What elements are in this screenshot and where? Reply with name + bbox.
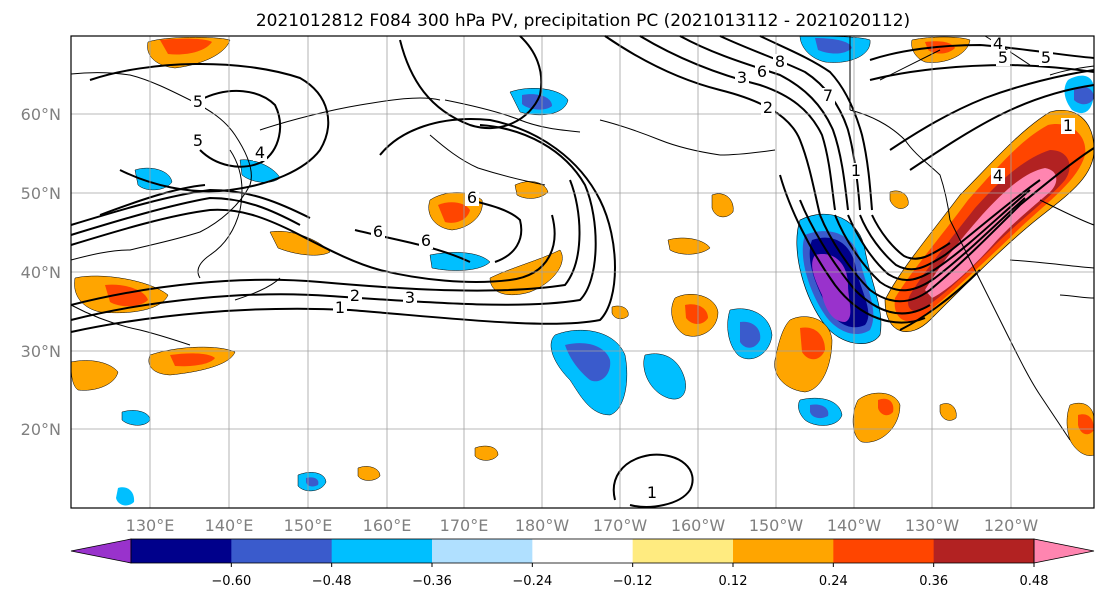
colorbar-tick-label: 0.12	[719, 574, 748, 589]
contour-label-bg	[403, 290, 417, 306]
lon-tick-label: 130°E	[126, 516, 175, 535]
contour-label: 1	[851, 161, 861, 180]
colorbar-tick-label: 0.48	[1020, 574, 1049, 589]
lon-tick-label: 160°W	[671, 516, 726, 535]
contour-label-bg	[191, 133, 205, 149]
map-frame	[70, 35, 1095, 509]
contour-label: 6	[757, 62, 767, 81]
contour-label: 1	[1063, 116, 1073, 135]
colorbar-tick-label: −0.60	[211, 574, 251, 589]
contour-label: 1	[647, 483, 657, 502]
colorbar-swatch	[432, 539, 533, 563]
contour-label-bg	[465, 190, 479, 206]
colorbar-swatch	[833, 539, 935, 563]
colorbar-swatch	[733, 539, 834, 563]
contour-label-bg	[773, 54, 787, 70]
contour-label: 4	[993, 34, 1003, 53]
contour-label-bg	[991, 36, 1005, 52]
colorbar: −0.60 −0.48 −0.36 −0.24 −0.12 0.12 0.24 0.36 0.4…	[70, 538, 1095, 589]
map-title: 2021012812 F084 300 hPa PV, precipitatio…	[256, 11, 910, 31]
colorbar-swatch	[933, 539, 1035, 563]
negative-anomaly-main	[796, 213, 882, 344]
contour-label: 6	[421, 231, 431, 250]
contour-label-bg	[996, 50, 1010, 66]
colorbar-swatch	[131, 539, 232, 563]
lat-tick-label: 40°N	[21, 263, 61, 282]
lon-tick-label: 170°W	[593, 516, 648, 535]
lon-tick-label: 180°W	[515, 516, 570, 535]
contour-label-bg	[348, 288, 362, 304]
contour-label-bg	[333, 300, 347, 316]
contour-label: 5	[193, 131, 203, 150]
contour-label-bg	[419, 233, 433, 249]
contour-label: 5	[1041, 48, 1051, 67]
contour-label-bg	[371, 224, 385, 240]
lon-tick-label: 140°W	[827, 516, 882, 535]
contour-label: 7	[823, 86, 833, 105]
colorbar-extend-high	[1033, 538, 1095, 564]
lat-tick-label: 30°N	[21, 342, 61, 361]
contour-label-bg	[191, 94, 205, 110]
colorbar-swatch	[331, 539, 433, 563]
contour-label: 5	[998, 48, 1008, 67]
lon-tick-label: 150°W	[749, 516, 804, 535]
contour-label: 1	[335, 298, 345, 317]
lon-tick-label: 140°E	[205, 516, 254, 535]
contour-label: 4	[255, 143, 265, 162]
colorbar-frame	[130, 538, 1035, 564]
latitude-labels: 60°N 50°N 40°N 30°N 20°N	[21, 105, 61, 439]
colorbar-swatch	[532, 539, 634, 563]
contour-label: 2	[350, 286, 360, 305]
contour-label: 3	[405, 288, 415, 307]
colorbar-tick-label: 0.36	[919, 574, 948, 589]
contour-label-bg	[1039, 50, 1053, 66]
colorbar-tick-label: −0.36	[412, 574, 452, 589]
contour-label: 8	[775, 52, 785, 71]
lon-tick-label: 160°E	[363, 516, 412, 535]
contour-label: 6	[467, 188, 477, 207]
contour-label-bg	[821, 88, 835, 104]
contour-label-bg	[991, 168, 1005, 184]
lat-tick-label: 60°N	[21, 105, 61, 124]
contour-label-bg	[253, 145, 267, 161]
contour-label-bg	[735, 70, 749, 86]
colorbar-swatch	[632, 539, 734, 563]
contour-label-bg	[849, 163, 863, 179]
longitude-labels: 130°E 140°E 150°E 160°E 170°E 180°W 170°W 160°W…	[126, 516, 1039, 535]
colorbar-swatch	[231, 539, 333, 563]
colorbar-tick-label: −0.12	[613, 574, 653, 589]
contour-label: 3	[737, 68, 747, 87]
contour-label-bg	[755, 64, 769, 80]
contour-label: 6	[373, 222, 383, 241]
lat-tick-label: 20°N	[21, 420, 61, 439]
lon-tick-label: 170°E	[440, 516, 489, 535]
contour-label: 4	[993, 166, 1003, 185]
lon-tick-label: 120°W	[984, 516, 1039, 535]
contour-label-bg	[1061, 118, 1075, 134]
colorbar-tick-label: −0.24	[512, 574, 552, 589]
contour-label-bg	[645, 485, 659, 501]
lon-tick-label: 130°W	[905, 516, 960, 535]
pv-contours	[70, 35, 1095, 508]
contour-label: 2	[763, 98, 773, 117]
contour-label: 5	[193, 92, 203, 111]
positive-anomaly-minor	[70, 36, 1095, 481]
colorbar-tick-label: 0.24	[819, 574, 848, 589]
lon-tick-label: 150°E	[284, 516, 333, 535]
gridlines	[71, 36, 1094, 508]
lat-tick-label: 50°N	[21, 184, 61, 203]
contour-label-bg	[761, 100, 775, 116]
colorbar-tick-label: −0.48	[312, 574, 352, 589]
colorbar-extend-low	[70, 538, 132, 564]
